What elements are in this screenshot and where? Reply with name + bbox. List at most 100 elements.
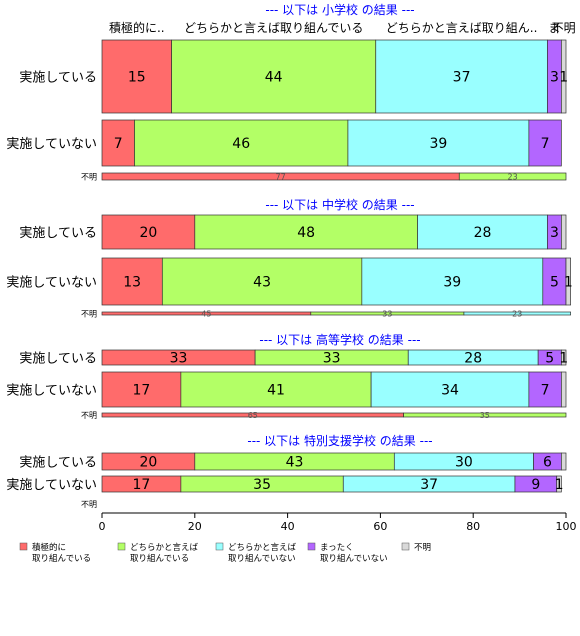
bar-segment <box>180 371 372 408</box>
legend-label: どちらかと言えば <box>228 542 297 553</box>
panel-title: --- 以下は 小学校 の結果 --- <box>265 2 414 17</box>
data-label: 15 <box>128 70 146 86</box>
data-label: 39 <box>443 275 461 291</box>
legend-label: どちらかと言えば <box>130 542 199 553</box>
row-label: 実施している <box>19 351 97 367</box>
legend-swatch <box>215 542 224 551</box>
data-label: 30 <box>455 455 473 471</box>
bar-segment <box>194 214 418 250</box>
data-label: 37 <box>420 477 438 493</box>
bar-segment <box>565 257 571 306</box>
data-label: 1 <box>564 275 573 291</box>
data-label: 33 <box>170 351 188 367</box>
x-tick-label: 80 <box>466 520 480 533</box>
data-label: 1 <box>559 351 568 367</box>
data-label: 5 <box>545 351 554 367</box>
row-label: 実施していない <box>6 275 97 291</box>
data-label: 28 <box>474 225 492 241</box>
legend-label: 取り組んでいる <box>32 553 91 564</box>
legend-label: 取り組んでいない <box>320 553 388 564</box>
data-label: 35 <box>253 477 271 493</box>
data-label: 7 <box>541 136 550 152</box>
bar-segment <box>556 475 562 493</box>
segment-header-2: どちらかと言えば取り組ん.. <box>386 21 538 35</box>
x-tick-label: 20 <box>188 520 202 533</box>
row-label: 実施している <box>19 225 97 241</box>
panel-title: --- 以下は 中学校 の結果 --- <box>265 197 414 212</box>
x-tick-label: 40 <box>281 520 295 533</box>
bar-segment <box>561 452 567 471</box>
data-label: 3 <box>550 225 559 241</box>
data-label: 23 <box>512 310 522 319</box>
legend-label: 積極的に <box>32 542 66 553</box>
data-label: 7 <box>114 136 123 152</box>
data-label: 1 <box>555 477 564 493</box>
bar-segment <box>561 371 567 408</box>
row-label-unknown: 不明 <box>81 411 97 420</box>
bar-segment <box>463 311 571 316</box>
data-label: 23 <box>508 173 518 182</box>
x-tick-label: 0 <box>99 520 106 533</box>
row-label-unknown: 不明 <box>81 310 97 319</box>
data-label: 9 <box>531 477 540 493</box>
data-label: 48 <box>297 225 315 241</box>
data-label: 7 <box>541 383 550 399</box>
data-label: 28 <box>464 351 482 367</box>
bar-segment <box>417 214 548 250</box>
segment-header-0: 積極的に.. <box>109 20 165 35</box>
row-label: 実施していない <box>6 383 97 399</box>
data-label: 46 <box>232 136 250 152</box>
data-label: 39 <box>429 136 447 152</box>
panel-title: --- 以下は 高等学校 の結果 --- <box>259 332 420 347</box>
bar-segment <box>347 119 530 167</box>
row-label: 実施している <box>19 70 97 86</box>
bar-segment <box>101 257 163 306</box>
legend-label: 不明 <box>414 543 431 553</box>
bar-segment <box>171 39 377 114</box>
data-label: 20 <box>139 455 157 471</box>
bar-segment <box>101 214 196 250</box>
bar-segment <box>561 214 567 250</box>
row-label-unknown: 不明 <box>81 173 97 182</box>
data-label: 43 <box>253 275 271 291</box>
row-label: 実施していない <box>6 477 97 493</box>
segment-header-4: 不明 <box>552 21 576 35</box>
data-label: 17 <box>133 477 151 493</box>
legend-label: 取り組んでいる <box>130 553 189 564</box>
legend-swatch <box>307 542 316 551</box>
legend-swatch <box>19 542 28 551</box>
data-label: 5 <box>550 275 559 291</box>
x-tick-label: 60 <box>373 520 387 533</box>
data-label: 20 <box>139 225 157 241</box>
data-label: 6 <box>543 455 552 471</box>
data-label: 65 <box>248 411 258 420</box>
data-label: 17 <box>133 383 151 399</box>
segment-header-1: どちらかと言えば取り組んでいる <box>184 21 363 35</box>
legend-swatch <box>117 542 126 551</box>
bar-segment <box>458 172 567 181</box>
data-label: 1 <box>559 70 568 86</box>
legend-label: 取り組んでいない <box>228 553 296 564</box>
bar-segment <box>161 257 363 306</box>
bar-segment <box>134 119 349 167</box>
data-label: 37 <box>453 70 471 86</box>
segment-header-3: ま <box>548 21 560 35</box>
bar-segment <box>561 349 567 366</box>
bar-segment <box>101 371 182 408</box>
data-label: 35 <box>480 411 490 420</box>
data-label: 77 <box>276 173 286 182</box>
data-label: 41 <box>267 383 285 399</box>
data-label: 34 <box>441 383 459 399</box>
legend-label: まったく <box>320 543 354 553</box>
row-label-unknown: 不明 <box>81 500 97 509</box>
row-label: 実施していない <box>6 136 97 152</box>
data-label: 45 <box>201 310 211 319</box>
bar-segment <box>528 119 562 167</box>
row-label: 実施している <box>19 455 97 471</box>
x-tick-label: 100 <box>556 520 577 533</box>
legend-swatch <box>401 542 410 551</box>
data-label: 44 <box>265 70 283 86</box>
data-label: 33 <box>382 310 392 319</box>
data-label: 33 <box>323 351 341 367</box>
